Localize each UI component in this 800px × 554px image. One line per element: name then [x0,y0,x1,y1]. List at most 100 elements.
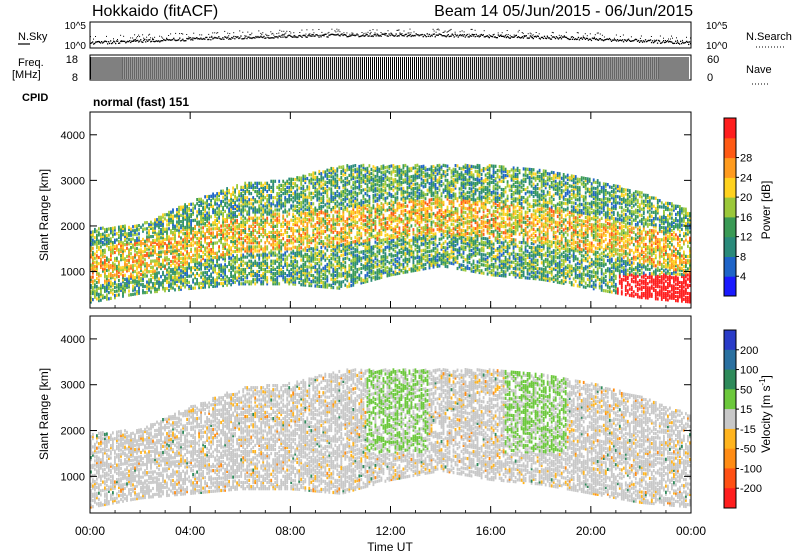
nsearch-point [181,33,183,34]
echo-cell [124,257,126,261]
echo-cell [162,225,164,229]
nsky-point [511,36,513,38]
nsearch-point [468,33,470,35]
echo-cell [264,249,267,253]
echo-cell [352,277,355,281]
echo-cell [286,255,289,259]
echo-cell [292,276,295,280]
echo-cell [262,226,265,230]
echo-cell [106,281,108,285]
echo-cell [158,238,160,242]
echo-cell [294,235,297,239]
echo-cell [140,256,142,260]
echo-cell [316,177,319,182]
echo-cell [350,210,353,214]
echo-cell [182,283,184,287]
echo-cell [306,205,309,209]
echo-cell [156,263,158,267]
echo-cell [132,260,134,264]
echo-cell [188,202,190,207]
echo-cell [358,267,361,271]
beam-date-title: Beam 14 05/Jun/2015 - 06/Jun/2015 [434,3,693,20]
echo-cell [288,185,291,189]
echo-cell [276,269,279,274]
echo-cell [164,237,166,242]
echo-cell [320,252,323,256]
nsearch-point [531,35,533,37]
echo-cell [122,255,124,259]
echo-cell [354,274,357,278]
echo-cell [306,244,309,248]
echo-cell [108,286,110,291]
nsky-point [152,38,154,41]
echo-cell [336,200,339,204]
echo-cell [264,222,267,226]
echo-cell [350,259,353,263]
nsky-point [595,38,598,40]
echo-cell [186,281,188,285]
echo-cell [328,197,331,201]
nsearch-point [668,38,669,40]
nsky-point [653,41,656,43]
echo-cell [210,231,212,235]
echo-cell [306,195,309,199]
echo-cell [270,208,273,212]
echo-cell [92,255,94,259]
nsky-point [566,37,569,40]
nsky-point [518,36,520,38]
echo-cell [310,179,313,183]
echo-cell [164,250,166,254]
echo-cell [176,220,178,224]
echo-cell [184,281,186,285]
echo-cell [308,185,311,189]
echo-cell [232,205,234,209]
echo-cell [344,187,347,191]
echo-cell [348,241,351,245]
echo-cell [348,264,351,268]
echo-cell [236,276,238,280]
nsearch-point [521,32,523,33]
echo-cell [134,263,136,267]
nsky-point [139,40,141,42]
echo-cell [126,242,128,246]
echo-cell [298,198,301,202]
nsky-point [536,35,538,37]
echo-cell [154,218,156,222]
echo-cell [284,243,287,247]
echo-cell [216,192,218,196]
nsearch-point [597,32,599,34]
echo-cell [232,186,234,190]
echo-cell [282,274,285,278]
echo-cell [344,181,347,185]
echo-cell [114,296,116,300]
echo-cell [322,201,325,205]
echo-cell [310,218,313,222]
echo-cell [342,189,345,193]
echo-cell [244,189,247,194]
echo-cell [186,231,188,235]
nsky-point [594,38,597,41]
echo-cell [146,251,148,255]
power-echoes [90,163,691,304]
nsky-point [236,36,238,39]
echo-cell [294,184,297,188]
echo-cell [200,203,202,207]
echo-cell [244,202,247,206]
echo-cell [310,222,313,226]
echo-cell [300,242,303,246]
echo-cell [202,263,204,267]
echo-cell [186,223,188,227]
echo-cell [196,280,198,284]
echo-cell [352,180,355,185]
echo-cell [320,268,323,272]
echo-cell [352,240,355,244]
echo-cell [276,216,279,220]
nsky-point [513,36,515,38]
echo-cell [226,189,228,193]
echo-cell [120,233,122,237]
echo-cell [172,278,174,282]
echo-cell [236,214,238,219]
echo-cell [188,227,190,231]
echo-cell [338,243,341,247]
echo-cell [172,224,174,228]
